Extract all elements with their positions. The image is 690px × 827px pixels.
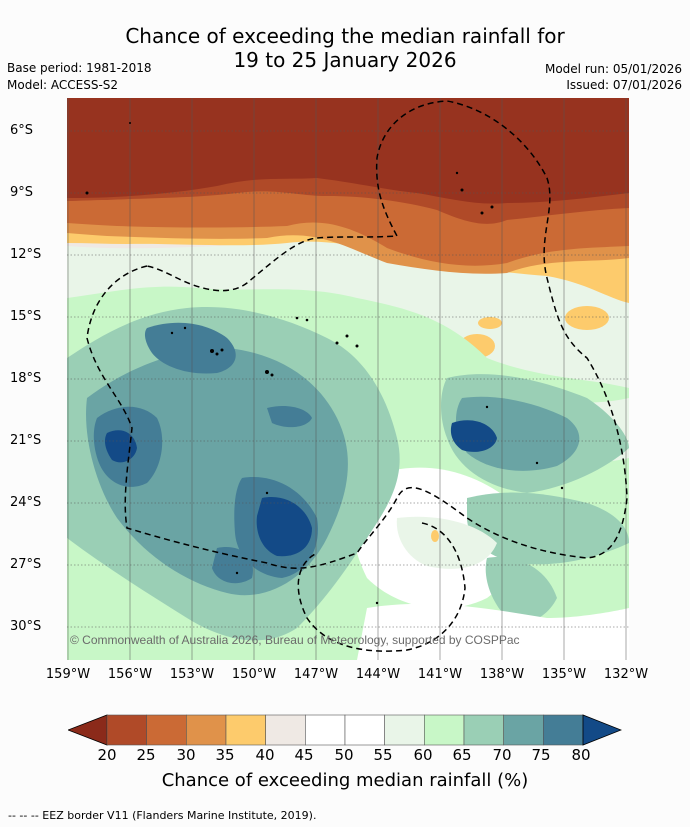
dry-pocket (478, 317, 502, 329)
colorbar-label: 70 (492, 746, 512, 764)
colorbar-label: 65 (452, 746, 472, 764)
colorbar-extend-low (68, 714, 108, 746)
colorbar-label: 75 (531, 746, 551, 764)
colorbar-cell (424, 714, 465, 746)
colorbar-extend-high (582, 714, 622, 746)
latitude-gridlines (67, 130, 629, 628)
colorbar-label: 45 (294, 746, 314, 764)
colorbar-cell (225, 714, 266, 746)
lat-tick: 24°S (10, 495, 42, 510)
copyright-notice: © Commonwealth of Australia 2026, Bureau… (70, 633, 520, 647)
region-75-80 (144, 322, 236, 374)
issued-date: Issued: 07/01/2026 (566, 78, 682, 92)
region-65-70 (485, 557, 557, 622)
lat-tick: 12°S (10, 247, 42, 262)
lat-tick: 21°S (10, 433, 42, 448)
region-below-20 (67, 98, 629, 204)
colorbar-label: 80 (571, 746, 591, 764)
lon-tick: 138°W (479, 667, 525, 682)
model-name: Model: ACCESS-S2 (7, 78, 119, 92)
colorbar-cell (543, 714, 584, 746)
dry-pocket (565, 306, 609, 330)
dry-pocket (431, 530, 439, 542)
lon-tick: 132°W (603, 667, 649, 682)
eez-border (86, 100, 628, 652)
colorbar-label: 35 (215, 746, 235, 764)
colorbar-cell (146, 714, 187, 746)
colorbar-cell (106, 714, 147, 746)
lon-tick: 156°W (107, 667, 153, 682)
lat-tick: 6°S (10, 123, 34, 138)
lon-tick: 141°W (417, 667, 463, 682)
colorbar-cell (344, 714, 385, 746)
region-55-60 (396, 516, 497, 569)
region-above-80 (256, 497, 312, 557)
colorbar-cell (305, 714, 346, 746)
map-title-line1: Chance of exceeding the median rainfall … (125, 24, 565, 48)
rainfall-probability-map: © Commonwealth of Australia 2026, Bureau… (67, 98, 629, 660)
colorbar-label: 20 (97, 746, 117, 764)
lon-tick: 147°W (293, 667, 339, 682)
region-70-75 (455, 396, 580, 471)
colorbar-cell (384, 714, 425, 746)
model-run-date: Model run: 05/01/2026 (544, 62, 682, 76)
region-above-80 (104, 430, 137, 463)
colorbar-label: 50 (334, 746, 354, 764)
lat-tick: 18°S (10, 371, 42, 386)
region-above-80 (450, 420, 497, 452)
colorbar-cell (186, 714, 227, 746)
lat-tick: 15°S (10, 309, 42, 324)
colorbar-label: 55 (373, 746, 393, 764)
lon-tick: 159°W (45, 667, 91, 682)
lon-tick: 150°W (231, 667, 277, 682)
lat-tick: 27°S (10, 557, 42, 572)
eez-legend-note: -- -- -- EEZ border V11 (Flanders Marine… (8, 809, 317, 822)
colorbar-cell (503, 714, 544, 746)
lon-tick: 135°W (541, 667, 587, 682)
colorbar (68, 714, 622, 746)
lat-tick: 9°S (10, 185, 34, 200)
colorbar-label: 30 (176, 746, 196, 764)
colorbar-label: 60 (413, 746, 433, 764)
region-50-55 (357, 603, 629, 660)
longitude-gridlines (67, 98, 627, 660)
map-title-line2: 19 to 25 January 2026 (233, 48, 457, 72)
colorbar-label: 25 (136, 746, 156, 764)
base-period: Base period: 1981-2018 (7, 61, 152, 75)
colorbar-title: Chance of exceeding median rainfall (%) (161, 770, 529, 791)
lon-tick: 153°W (169, 667, 215, 682)
islands (85, 122, 564, 605)
colorbar-label: 40 (255, 746, 275, 764)
region-65-70 (467, 492, 629, 565)
lat-tick: 30°S (10, 619, 42, 634)
region-75-80 (267, 406, 312, 428)
colorbar-cell (265, 714, 306, 746)
lon-tick: 144°W (355, 667, 401, 682)
colorbar-cell (463, 714, 504, 746)
